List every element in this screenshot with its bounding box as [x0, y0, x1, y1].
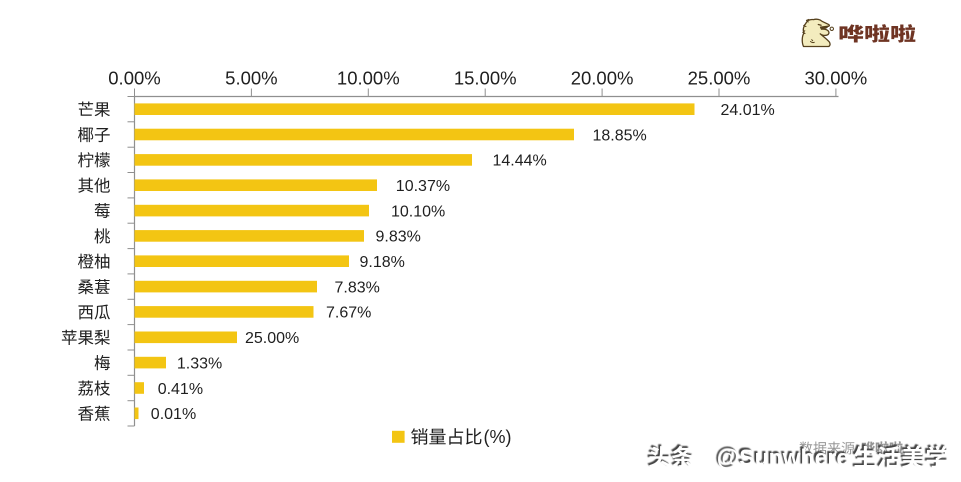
svg-text:24.01%: 24.01%	[721, 102, 775, 119]
svg-text:1.33%: 1.33%	[177, 355, 222, 372]
svg-text:30.00%: 30.00%	[805, 68, 868, 89]
svg-text:5.00%: 5.00%	[225, 68, 277, 89]
svg-text:10.00%: 10.00%	[337, 68, 400, 89]
svg-text:20.00%: 20.00%	[571, 68, 634, 89]
svg-text:7.67%: 7.67%	[326, 305, 371, 322]
svg-text:0.41%: 0.41%	[158, 381, 203, 398]
svg-text:25.00%: 25.00%	[688, 68, 751, 89]
svg-text:25.00%: 25.00%	[245, 330, 299, 347]
svg-text:@Sunwhere: @Sunwhere	[715, 443, 847, 469]
svg-text:10.10%: 10.10%	[391, 203, 445, 220]
svg-text:18.85%: 18.85%	[593, 127, 647, 144]
svg-text:0.01%: 0.01%	[151, 406, 196, 423]
svg-text:7.83%: 7.83%	[335, 279, 380, 296]
svg-text:0.00%: 0.00%	[108, 68, 160, 89]
svg-text:9.83%: 9.83%	[376, 229, 421, 246]
svg-text:14.44%: 14.44%	[493, 153, 547, 170]
svg-text:15.00%: 15.00%	[454, 68, 517, 89]
svg-text:@Sunwhere: @Sunwhere	[717, 444, 849, 470]
svg-text:(%): (%)	[484, 427, 512, 447]
svg-text:10.37%: 10.37%	[396, 178, 450, 195]
svg-text:9.18%: 9.18%	[360, 254, 405, 271]
